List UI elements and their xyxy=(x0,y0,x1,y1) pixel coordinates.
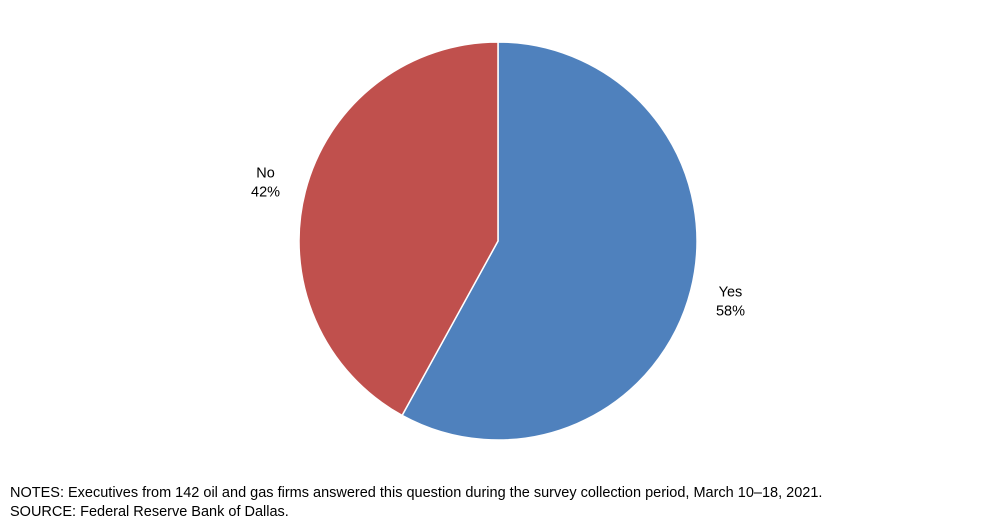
pie-chart: Yes 58% No 42% xyxy=(251,41,745,441)
slice-category-label: No xyxy=(256,165,275,181)
slice-labels: Yes 58% No 42% xyxy=(251,165,745,319)
pie-slice-yes xyxy=(401,41,698,441)
chart-footer: NOTES: Executives from 142 oil and gas f… xyxy=(10,484,990,522)
slice-value-label: 58% xyxy=(716,304,745,320)
source-text: SOURCE: Federal Reserve Bank of Dallas. xyxy=(10,504,289,520)
notes-text: NOTES: Executives from 142 oil and gas f… xyxy=(10,485,823,501)
pie-slice-no xyxy=(298,41,499,417)
slice-value-label: 42% xyxy=(251,184,280,200)
slice-label-no: No 42% xyxy=(251,165,280,200)
pie-slices xyxy=(298,41,698,441)
slice-label-yes: Yes 58% xyxy=(716,285,745,320)
slice-category-label: Yes xyxy=(719,285,743,301)
